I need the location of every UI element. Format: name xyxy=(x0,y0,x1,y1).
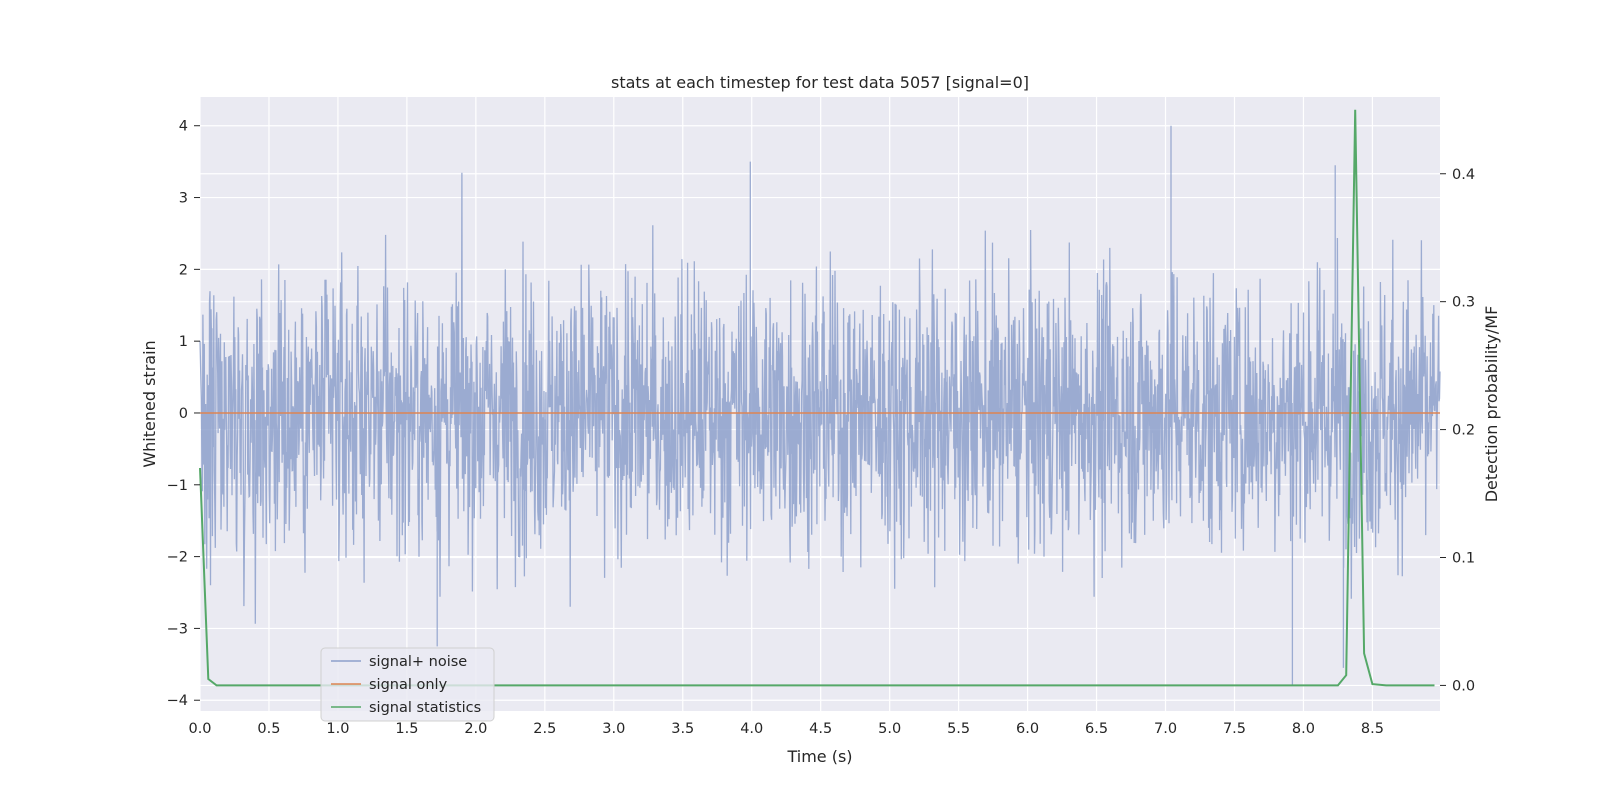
legend-label-signal-noise: signal+ noise xyxy=(369,654,467,670)
x-tick-label: 5.5 xyxy=(947,721,970,737)
legend-label-signal-only: signal only xyxy=(369,677,448,693)
y-tick-label: 1 xyxy=(179,334,188,350)
y2-tick-label: 0.0 xyxy=(1452,678,1475,694)
y-axis-title: Whitened strain xyxy=(140,340,159,467)
x-tick-label: 1.5 xyxy=(395,721,418,737)
data-layer xyxy=(199,109,1440,687)
x-tick-label: 3.5 xyxy=(671,721,694,737)
x-tick-label: 0.5 xyxy=(257,721,280,737)
noise-trace xyxy=(199,125,1441,686)
x-tick-label: 7.0 xyxy=(1154,721,1177,737)
y2-axis-title: Detection probability/MF xyxy=(1482,306,1501,503)
x-tick-label: 5.0 xyxy=(878,721,901,737)
y2-tick-label: 0.4 xyxy=(1452,167,1475,183)
y-tick-label: −3 xyxy=(167,621,188,637)
y-tick-label: −2 xyxy=(167,550,188,566)
x-tick-label: 3.0 xyxy=(602,721,625,737)
y-tick-label: −1 xyxy=(167,478,188,494)
x-tick-label: 8.0 xyxy=(1292,721,1315,737)
x-tick-label: 1.0 xyxy=(326,721,349,737)
y-tick-label: 0 xyxy=(179,406,188,422)
series-signal-noise xyxy=(199,125,1441,686)
y2-tick-label: 0.1 xyxy=(1452,551,1475,567)
x-tick-label: 8.5 xyxy=(1361,721,1384,737)
axes: 0.0 0.5 1.0 1.5 2.0 2.5 3.0 3.5 4.0 4.5 5.0 5.5 6.0 6… xyxy=(167,119,1475,737)
y-tick-label: −4 xyxy=(167,693,188,709)
x-tick-label: 2.5 xyxy=(533,721,556,737)
x-tick-label: 4.5 xyxy=(809,721,832,737)
y-tick-label: 4 xyxy=(179,119,188,135)
series-signal-statistics xyxy=(199,109,1435,687)
legend-box xyxy=(320,647,495,722)
y-tick-label: 3 xyxy=(179,191,188,207)
x-tick-label: 2.0 xyxy=(464,721,487,737)
x-tick-label: 6.5 xyxy=(1085,721,1108,737)
legend: signal+ noise signal only signal statist… xyxy=(320,647,495,722)
chart-title: stats at each timestep for test data 505… xyxy=(611,73,1029,92)
x-tick-label: 6.0 xyxy=(1016,721,1039,737)
x-axis-title: Time (s) xyxy=(786,747,852,766)
legend-label-signal-statistics: signal statistics xyxy=(369,700,481,716)
x-tick-label: 7.5 xyxy=(1223,721,1246,737)
y2-tick-label: 0.2 xyxy=(1452,423,1475,439)
x-tick-label: 4.0 xyxy=(740,721,763,737)
y-tick-label: 2 xyxy=(179,262,188,278)
x-tick-label: 0.0 xyxy=(188,721,211,737)
y2-tick-label: 0.3 xyxy=(1452,295,1475,311)
